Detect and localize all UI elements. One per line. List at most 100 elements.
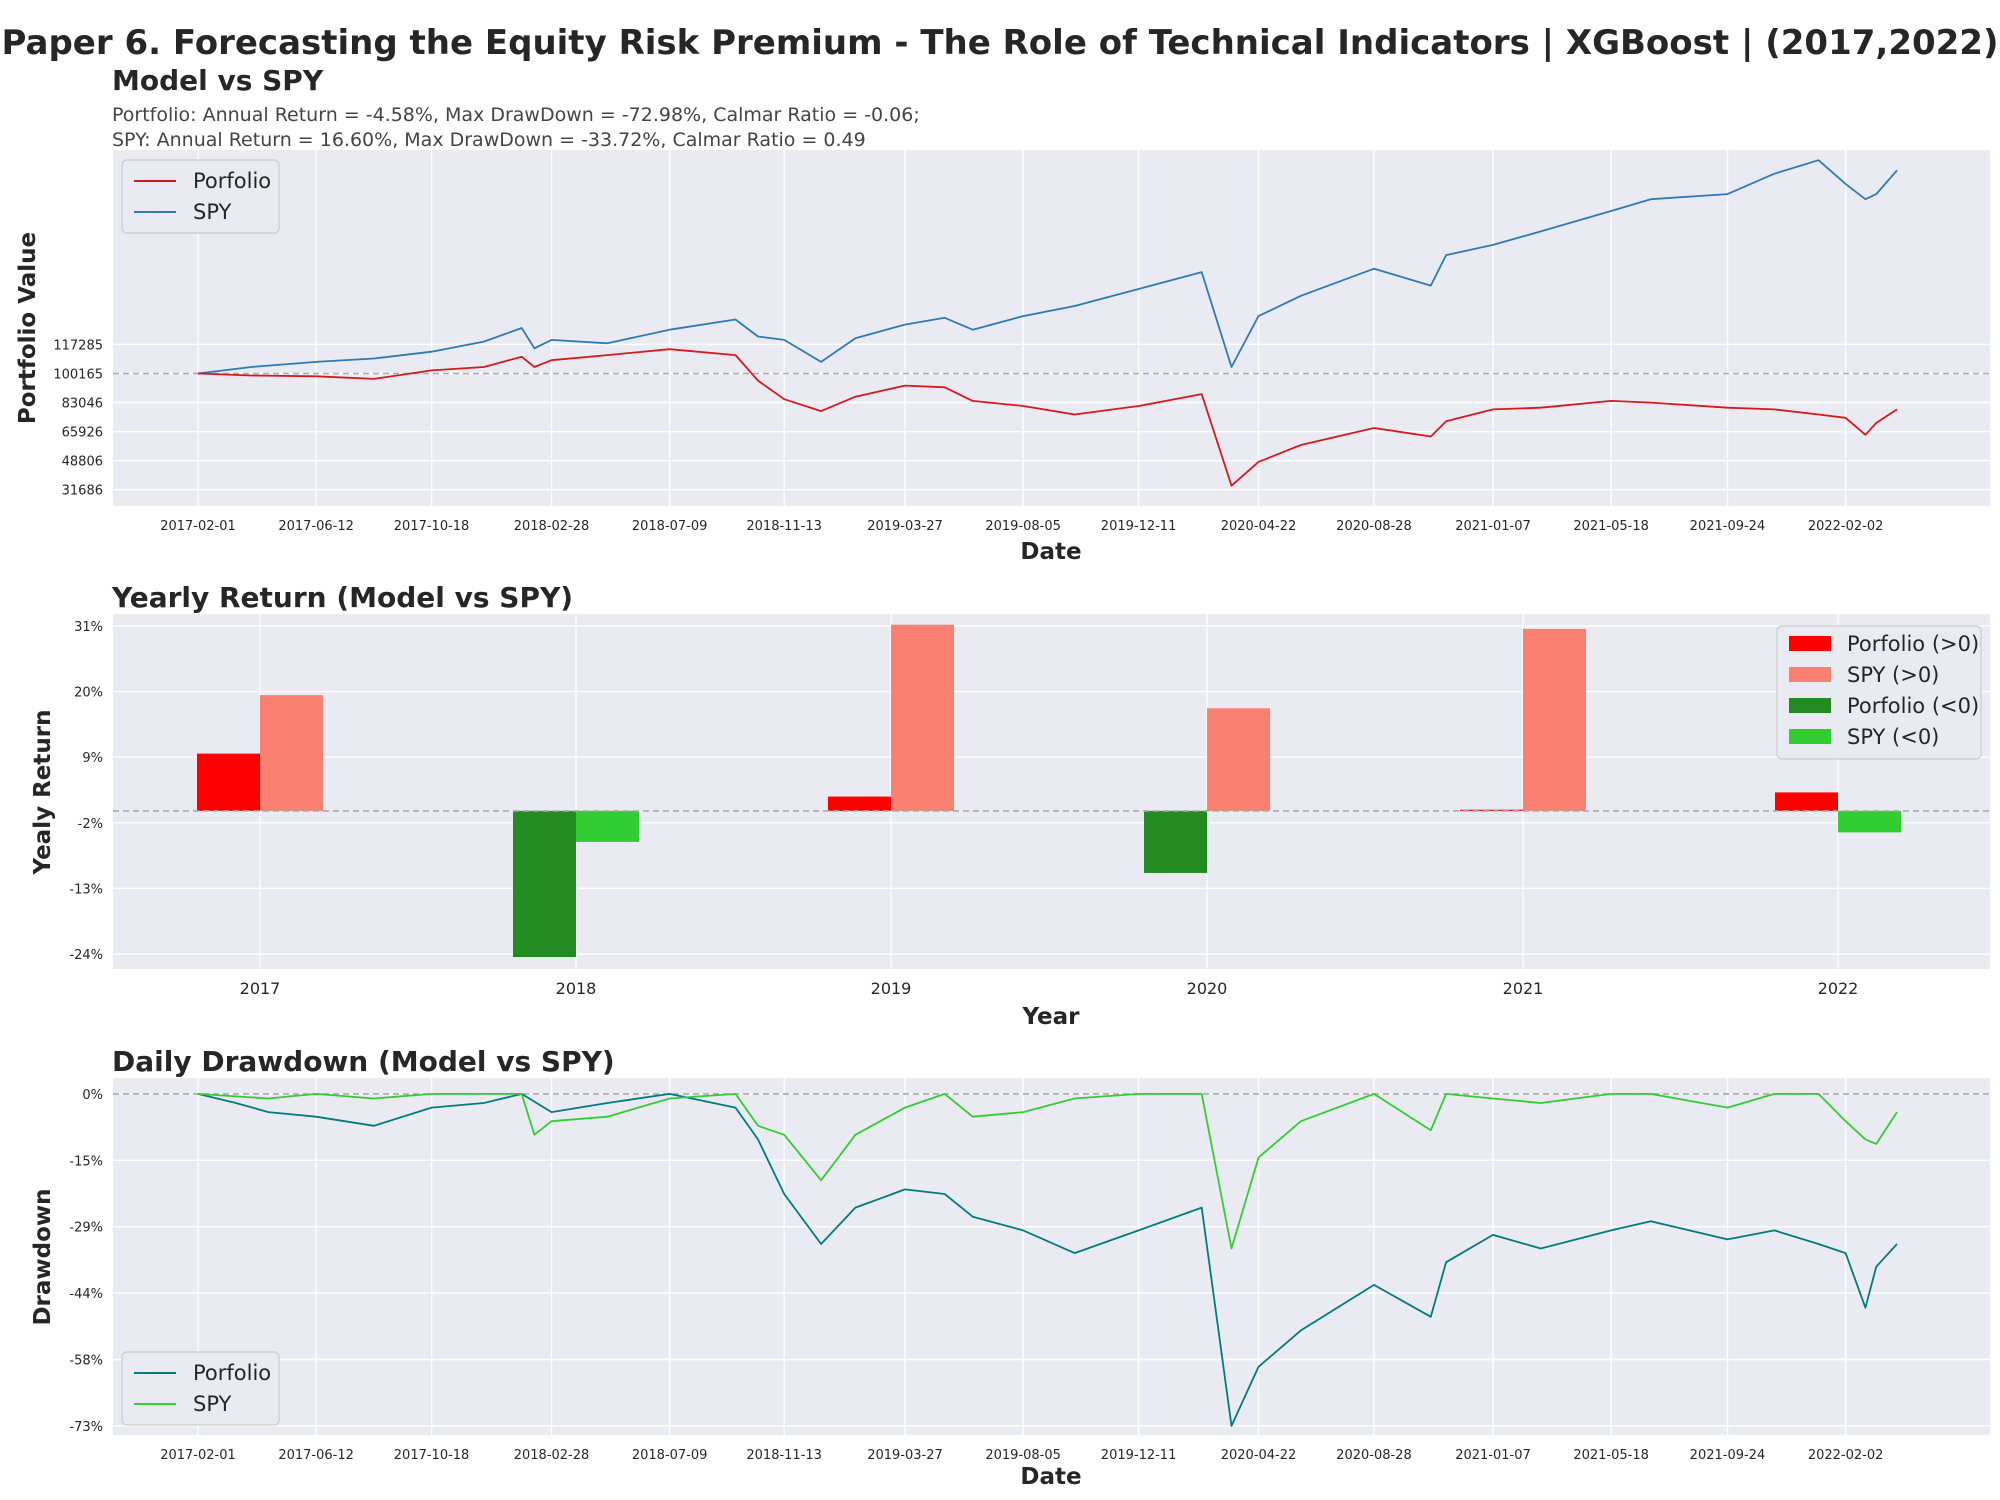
panel2-x-tick-label: 2017-10-18 [394, 1448, 470, 1463]
panel3-y-tick-label: -29% [69, 1221, 103, 1236]
panel3-x-tick-labels: 2017-02-01 2017-06-12 2017-10-18 2018-02-28… [160, 1448, 1883, 1463]
panel-daily-drawdown: Daily Drawdown (Model vs SPY) 2017-02-01… [30, 1045, 1990, 1490]
panel1-y-tick-label: 48806 [62, 455, 103, 470]
panel2-bar-portfolio-2019 [828, 796, 891, 811]
panel3-legend-spy-label: SPY [193, 1392, 232, 1416]
panel1-spy-line [197, 159, 1898, 375]
panel3-y-tick-label: -44% [69, 1287, 103, 1302]
panel3-x-label: Date [1020, 1464, 1081, 1490]
panel2-x-tick-label: 2018-11-13 [746, 1448, 822, 1463]
panel0-x-tick-label: 2018-07-09 [632, 519, 708, 534]
panel3-y-tick-label: -73% [69, 1420, 103, 1435]
panel0-x-tick-label: 2020-04-22 [1221, 519, 1297, 534]
panel2-legend-portfolio-pos-label: Porfolio (>0) [1847, 632, 1979, 656]
panel2-x-tick-label: 2022-02-02 [1808, 1448, 1884, 1463]
panel3-y-tick-label: -58% [69, 1354, 103, 1369]
panel1-legend: Porfolio SPY [121, 159, 280, 234]
panel1-x-tick-labels: 2017-02-01 2017-06-12 2017-10-18 2018-02-28… [160, 519, 1883, 534]
panel2-y-tick-label: 9% [82, 751, 103, 766]
panel0-x-tick-label: 2019-03-27 [867, 519, 943, 534]
panel1-y-tick-label: 65926 [62, 426, 103, 441]
panel0-x-tick-label: 2022-02-02 [1808, 519, 1884, 534]
panel1-y-tick-label: 31686 [62, 484, 103, 499]
panel2-x-tick-label: 2019-12-11 [1101, 1448, 1177, 1463]
panel2-y-tick-labels: 31% 20% 9% -2% -13% -24% [69, 620, 103, 963]
panel2-bar-portfolio-2020 [1144, 810, 1207, 873]
panel2-bar-spy-2021 [1523, 628, 1586, 811]
panel3-y-tick-label: 0% [82, 1088, 103, 1103]
panel3-title: Daily Drawdown (Model vs SPY) [112, 1045, 615, 1078]
panel2-y-tick-label: 20% [74, 686, 103, 701]
panel1-legend-portfolio-label: Porfolio [193, 169, 271, 193]
panel2-bar-portfolio-2022 [1775, 792, 1838, 811]
panel3-spy-drawdown-line [197, 1093, 1898, 1250]
panel2-x-tick-label: 2021-09-24 [1690, 1448, 1766, 1463]
panel1-legend-box [121, 159, 280, 234]
panel2-y-tick-label: -2% [78, 817, 103, 832]
panel2-legend-box [1776, 625, 1982, 760]
panel1-portfolio-line [197, 348, 1898, 487]
panel1-legend-spy-label: SPY [193, 200, 232, 224]
panel0-x-tick-label: 2019-12-11 [1101, 519, 1177, 534]
panel2-title: Yearly Return (Model vs SPY) [111, 581, 573, 614]
panel0-x-tick-label: 2021-09-24 [1690, 519, 1766, 534]
panel2-legend-spy-neg-label: SPY (<0) [1847, 725, 1939, 749]
panel2-plot-area [113, 614, 1990, 969]
panel1-subtitle-portfolio: Portfolio: Annual Return = -4.58%, Max D… [112, 104, 920, 126]
panel2-y-tick-label: -13% [69, 882, 103, 897]
panel0-x-tick-label: 2021-05-18 [1573, 519, 1649, 534]
panel2-bar-portfolio-2021 [1460, 809, 1523, 811]
panel2-x-tick-label: 2019-08-05 [985, 1448, 1061, 1463]
panel0-x-tick-label: 2020-08-28 [1336, 519, 1412, 534]
panel2-legend-portfolio-neg-label: Porfolio (<0) [1847, 694, 1979, 718]
panel2-x-tick-label: 2022 [1818, 979, 1859, 998]
panel0-x-tick-label: 2019-08-05 [985, 519, 1061, 534]
panel1-title: Model vs SPY [112, 64, 324, 97]
panel2-y-grid [113, 625, 1990, 955]
panel2-x-tick-label: 2018 [556, 979, 597, 998]
panel0-x-tick-label: 2018-11-13 [746, 519, 822, 534]
panel-yearly-return: Yearly Return (Model vs SPY) 2017 2018 201… [30, 581, 1990, 1030]
panel2-legend-spy-pos-swatch [1789, 667, 1831, 682]
panel1-y-tick-label: 83046 [62, 397, 103, 412]
panel3-plot-area [113, 1078, 1990, 1435]
panel2-y-label: Yealy Return [30, 710, 56, 876]
panel2-bar-spy-2019 [891, 624, 954, 811]
panel2-x-tick-label: 2017-06-12 [278, 1448, 354, 1463]
panel2-x-tick-label: 2020-04-22 [1221, 1448, 1297, 1463]
panel2-x-tick-label: 2019 [871, 979, 912, 998]
panel1-y-tick-label: 117285 [53, 338, 103, 353]
panel2-bar-spy-2020 [1207, 708, 1270, 811]
panel2-bar-spy-2017 [260, 695, 323, 811]
panel2-y-tick-label: 31% [74, 620, 103, 635]
panel2-x-label: Year [1021, 1004, 1080, 1030]
panel2-x-tick-label: 2019-03-27 [867, 1448, 943, 1463]
panel2-bar-spy-2018 [576, 810, 639, 842]
panel3-y-tick-labels: 0% -15% -29% -44% -58% -73% [69, 1088, 103, 1435]
panel0-x-tick-label: 2018-02-28 [514, 519, 590, 534]
panel2-x-tick-label: 2018-02-28 [514, 1448, 590, 1463]
panel2-x-tick-labels: 2017 2018 2019 2020 2021 2022 [240, 979, 1859, 998]
panel2-legend-portfolio-pos-swatch [1789, 636, 1831, 651]
panel2-x-tick-label: 2020 [1187, 979, 1228, 998]
panel3-legend: Porfolio SPY [121, 1351, 280, 1426]
panel1-subtitle-spy: SPY: Annual Return = 16.60%, Max DrawDow… [112, 129, 866, 151]
panel1-plot-area [113, 150, 1990, 506]
panel2-bar-spy-2022 [1838, 810, 1901, 833]
panel2-y-tick-label: -24% [69, 948, 103, 963]
panel3-legend-portfolio-label: Porfolio [193, 1361, 271, 1385]
panel3-y-label: Drawdown [30, 1188, 56, 1325]
panel3-portfolio-drawdown-line [197, 1093, 1898, 1427]
panel0-x-tick-label: 2017-02-01 [160, 519, 236, 534]
panel1-x-label: Date [1020, 539, 1081, 565]
panel2-legend: Porfolio (>0) SPY (>0) Porfolio (<0) SPY… [1776, 625, 1982, 760]
panel3-legend-box [121, 1351, 280, 1426]
panel2-bars [197, 624, 1901, 958]
panel2-x-tick-label: 2021-05-18 [1573, 1448, 1649, 1463]
panel2-bar-portfolio-2017 [197, 753, 260, 811]
panel1-x-grid [197, 150, 1847, 506]
panel2-x-tick-label: 2017 [240, 979, 281, 998]
panel2-x-tick-label: 2017-02-01 [160, 1448, 236, 1463]
panel2-x-tick-label: 2018-07-09 [632, 1448, 708, 1463]
